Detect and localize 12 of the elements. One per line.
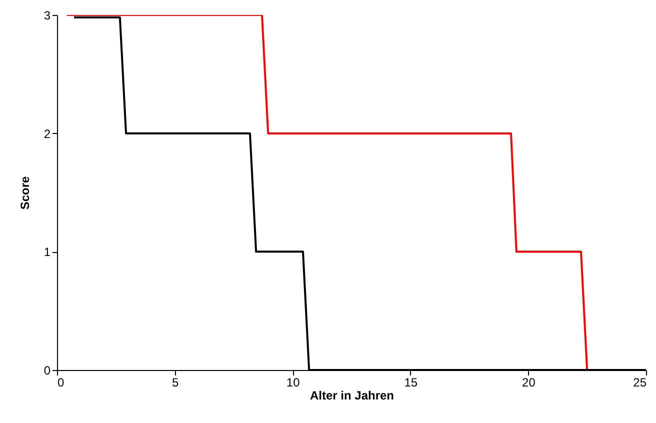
y-tick-label: 2	[44, 126, 51, 141]
x-tick-label: 20	[522, 376, 536, 390]
x-axis-title: Alter in Jahren	[310, 388, 394, 402]
x-tick-label: 0	[58, 376, 64, 390]
x-tick-label: 5	[172, 376, 179, 390]
y-tick-label: 3	[44, 8, 51, 22]
y-tick-label: 0	[44, 364, 51, 378]
y-tick-label: 1	[44, 245, 51, 260]
x-tick-label: 25	[633, 376, 647, 390]
x-tick-label: 15	[404, 376, 418, 390]
x-tick-label: 10	[286, 376, 300, 390]
y-axis-title: Score	[18, 176, 32, 210]
